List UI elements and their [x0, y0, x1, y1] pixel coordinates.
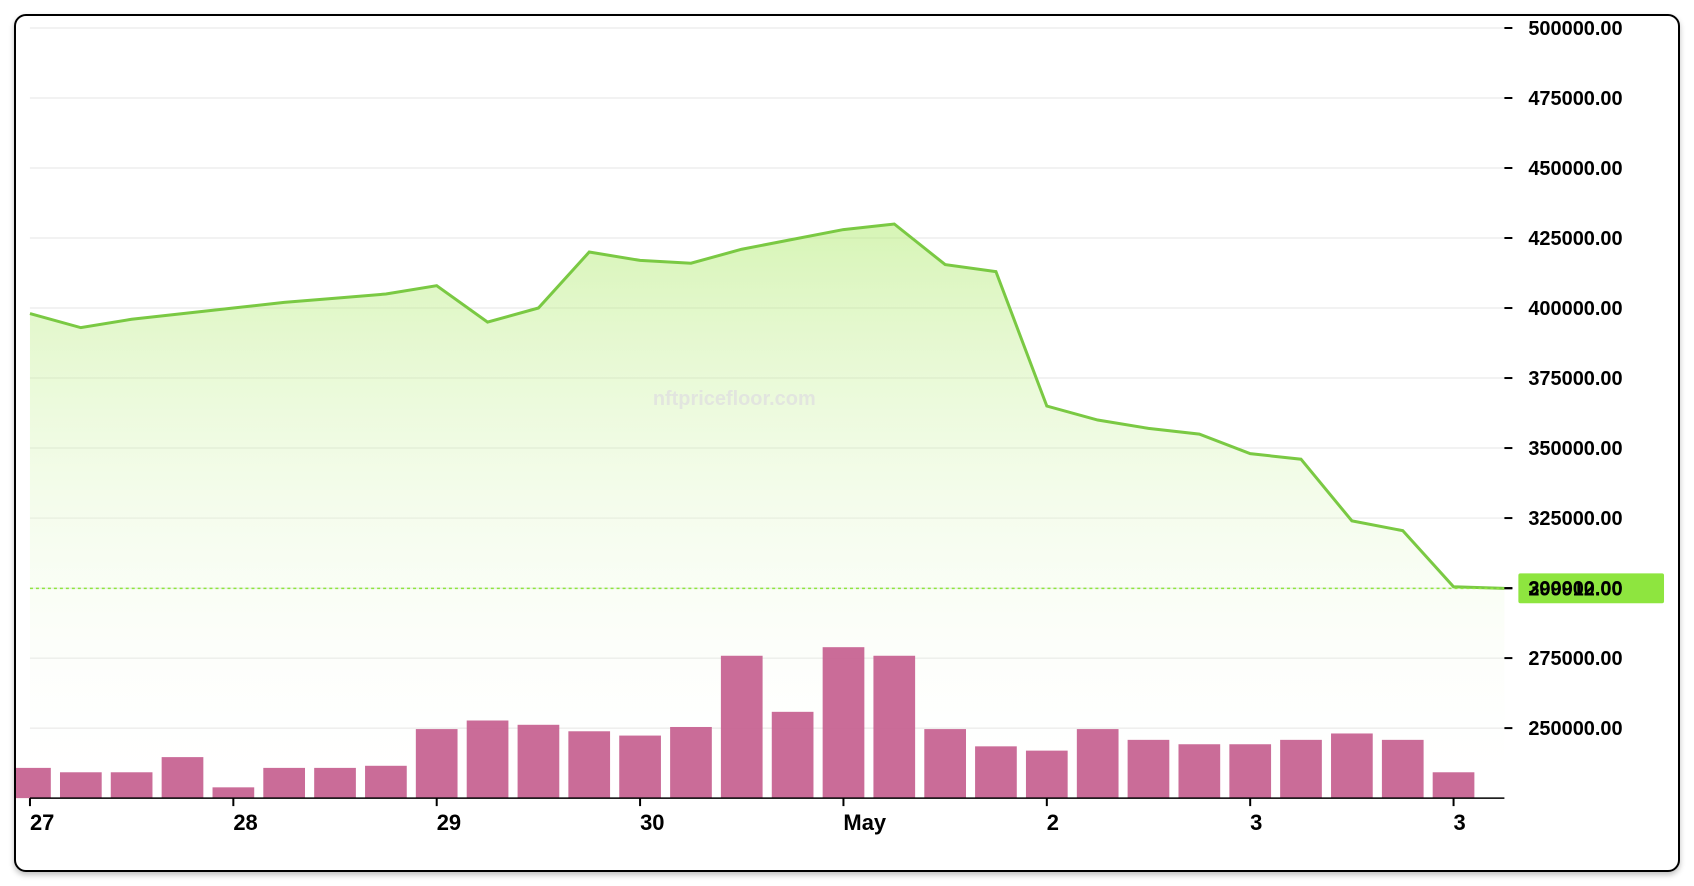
svg-text:475000.00: 475000.00	[1528, 88, 1622, 110]
svg-text:450000.00: 450000.00	[1528, 158, 1622, 180]
svg-text:2: 2	[1047, 810, 1059, 835]
price-volume-chart[interactable]: 299912.00 nftpricefloor.com 500000.00475…	[16, 16, 1678, 872]
price-chart-frame: 299912.00 nftpricefloor.com 500000.00475…	[14, 14, 1680, 872]
price-area	[30, 224, 1504, 798]
svg-text:28: 28	[233, 810, 257, 835]
svg-text:250000.00: 250000.00	[1528, 718, 1622, 740]
svg-text:27: 27	[30, 810, 54, 835]
svg-text:400000.00: 400000.00	[1528, 298, 1622, 320]
svg-text:3: 3	[1454, 810, 1466, 835]
svg-text:29: 29	[437, 810, 461, 835]
svg-text:500000.00: 500000.00	[1528, 18, 1622, 40]
svg-text:350000.00: 350000.00	[1528, 438, 1622, 460]
svg-text:325000.00: 325000.00	[1528, 508, 1622, 530]
svg-text:3: 3	[1250, 810, 1262, 835]
svg-text:May: May	[843, 810, 886, 835]
svg-text:425000.00: 425000.00	[1528, 228, 1622, 250]
svg-text:30: 30	[640, 810, 664, 835]
svg-text:275000.00: 275000.00	[1528, 648, 1622, 670]
y-axis: 500000.00 475000.00 450000.00 425000.00 4000…	[1504, 18, 1622, 740]
x-axis: 27 28 29 30 May 2 3 3	[30, 798, 1504, 835]
svg-text:375000.00: 375000.00	[1528, 368, 1622, 390]
watermark-text: nftpricefloor.com	[653, 388, 816, 410]
svg-text:300000.00: 300000.00	[1528, 578, 1622, 600]
